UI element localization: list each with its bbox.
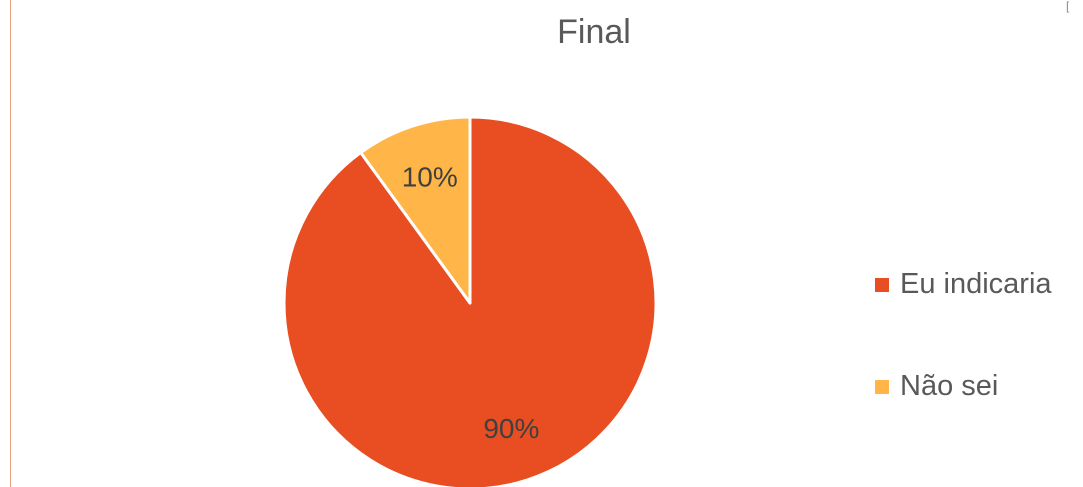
corner-mark: [ bbox=[1066, 0, 1070, 13]
legend-swatch-nao-sei bbox=[875, 380, 889, 394]
pie-slice-nao-sei bbox=[359, 115, 472, 305]
legend-swatch-eu-indicaria bbox=[875, 278, 889, 292]
left-border bbox=[10, 0, 11, 487]
pie-slices bbox=[282, 115, 658, 487]
legend-label-nao-sei: Não sei bbox=[900, 370, 999, 402]
pie-data-labels: 90% 10% bbox=[402, 162, 540, 444]
data-label-nao-sei: 10% bbox=[402, 162, 458, 193]
data-label-eu-indicaria: 90% bbox=[483, 413, 539, 444]
legend-label-eu-indicaria: Eu indicaria bbox=[900, 268, 1052, 300]
chart-title: Final bbox=[557, 13, 631, 51]
